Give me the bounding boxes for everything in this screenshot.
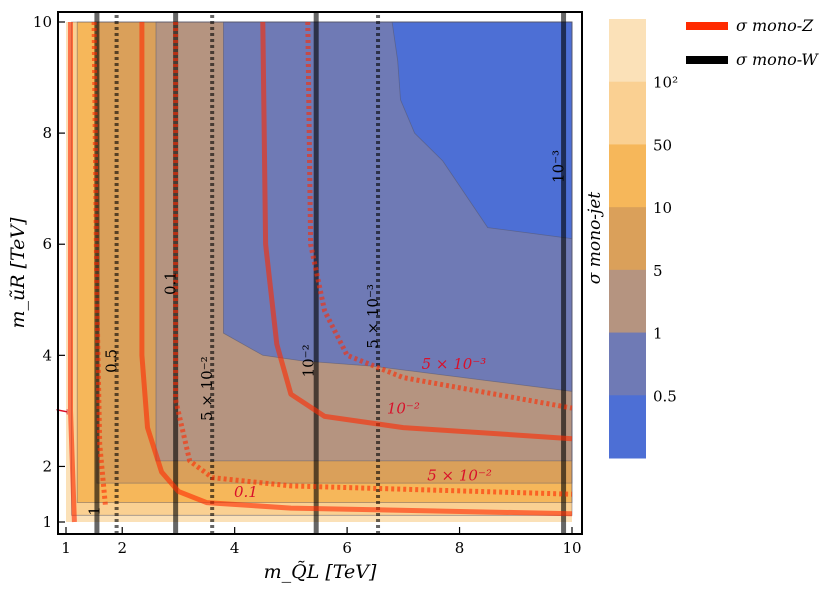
x-tick-label-8: 8 [455,539,465,557]
x-tick-label-2: 2 [117,539,127,557]
x-axis-label: m_Q̃L [TeV] [264,561,377,583]
y-tick-label-10: 10 [33,13,52,31]
mono-jet-label-0.1: 0.1 [162,271,180,295]
mono-z-curve-1 [68,22,77,523]
colorbar-label-50: 50 [653,136,672,154]
y-tick-label-6: 6 [42,235,52,253]
colorbar-title: σ mono-jet [585,192,605,285]
y-tick-label-1: 1 [42,513,52,531]
y-tick-label-4: 4 [42,346,52,364]
mono-jet-label-0.5: 0.5 [103,349,121,373]
mono-w-contours [94,12,567,534]
mono-z-curve-0.5 [91,21,108,506]
colorbar-label-5: 5 [653,262,663,280]
mono-z-curve-0.1 [139,22,573,517]
colorbar-segment-1 [609,81,646,145]
mono-z-label-5-10: 5 × 10⁻³ [422,355,487,373]
mono-z-label-10: 10⁻² [387,400,420,418]
mono-jet-label-1: 1 [86,506,104,516]
legend: σ mono-Z σ mono-W [686,16,819,69]
mono-jet-label-5-10: 5 × 10⁻² [198,356,216,421]
x-tick-label-4: 4 [230,539,240,557]
mono-jet-label-5-10: 5 × 10⁻³ [364,284,382,349]
colorbar-label-10: 10 [653,199,672,217]
mono-z-label-5-10: 5 × 10⁻² [427,466,492,484]
legend-label-0: σ mono-Z [736,16,814,35]
x-tick-label-6: 6 [342,539,352,557]
legend-label-1: σ mono-W [736,50,819,69]
contour-labels: 1 0.5 0.1 5 × 10⁻² 10⁻² 5 × 10⁻³ 10⁻³ 1 0.1 5 × 1… [54,150,568,516]
colorbar-label-0.5: 0.5 [653,387,677,405]
filled-regions [66,22,573,522]
mono-z-contours [68,21,573,523]
mono-z-curve-5-10 [173,22,573,497]
mono-jet-label-10: 10⁻³ [550,150,568,183]
colorbar-segment-5 [609,332,646,396]
x-tick-label-1: 1 [61,539,71,557]
mono-z-curve-10 [260,21,573,442]
colorbar: 10² 50 10 5 1 0.5 σ mono-jet [585,19,678,459]
mono-z-label-1: 1 [54,406,72,416]
colorbar-segment-2 [609,144,646,208]
x-tick-label-10: 10 [562,539,581,557]
y-axis-label: m_ũR [TeV] [7,217,29,329]
colorbar-segment-6 [609,395,646,459]
mono-jet-label-10: 10⁻² [299,344,317,377]
colorbar-label-10: 10² [653,74,678,92]
colorbar-segment-0 [609,19,646,83]
region-low [392,22,572,239]
plot-frame [57,11,583,535]
y-tick-label-8: 8 [42,124,52,142]
colorbar-label-1: 1 [653,325,663,343]
colorbar-segment-3 [609,207,646,271]
y-tick-label-2: 2 [42,457,52,475]
mono-z-label-0.1: 0.1 [234,483,258,501]
region-low-edge [391,21,573,240]
colorbar-segment-4 [609,269,646,334]
